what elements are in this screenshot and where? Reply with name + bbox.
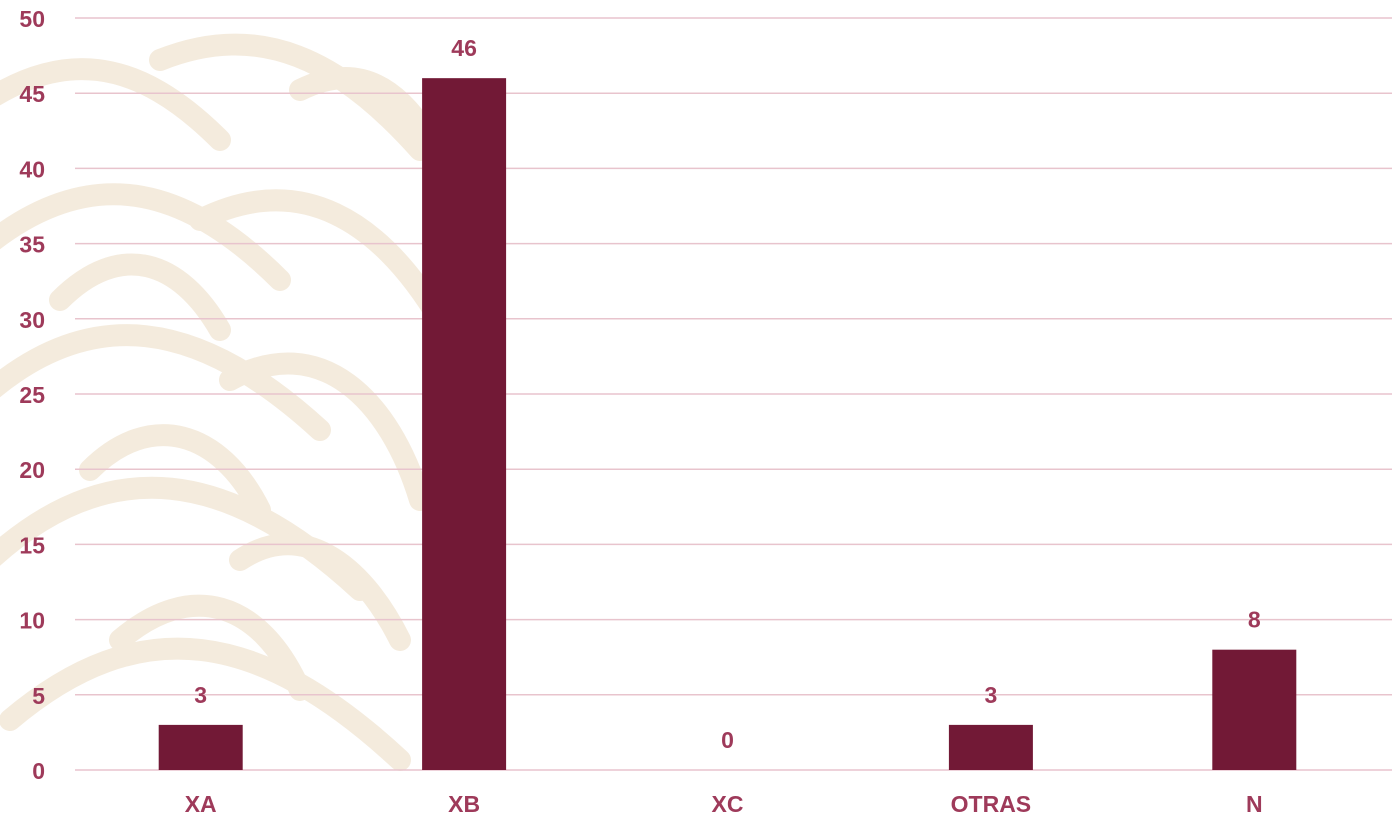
y-axis-ticks: 0 5 10 15 20 25 30 35 40 45 50	[19, 6, 45, 784]
data-label-n: 8	[1248, 607, 1261, 633]
data-label-xa: 3	[194, 682, 207, 708]
data-label-otras: 3	[985, 682, 998, 708]
bars	[158, 78, 1297, 770]
category-label-xc: XC	[712, 791, 744, 817]
category-label-n: N	[1246, 791, 1263, 817]
y-tick-label: 40	[19, 156, 45, 182]
y-tick-label: 10	[19, 608, 45, 634]
y-tick-label: 5	[32, 683, 45, 709]
y-tick-label: 45	[19, 81, 45, 107]
category-label-otras: OTRAS	[951, 791, 1032, 817]
y-tick-label: 0	[32, 758, 45, 784]
data-label-xb: 46	[451, 35, 477, 61]
data-labels: 3 46 0 3 8	[194, 35, 1261, 753]
x-axis-categories: XA XB XC OTRAS N	[185, 791, 1263, 817]
category-label-xa: XA	[185, 791, 217, 817]
y-tick-label: 35	[19, 232, 45, 258]
category-label-xb: XB	[448, 791, 480, 817]
y-tick-label: 25	[19, 382, 45, 408]
grid-lines	[75, 17, 1392, 771]
bar-otras	[948, 724, 1033, 770]
y-tick-label: 50	[19, 6, 45, 32]
data-label-xc: 0	[721, 727, 734, 753]
bar-xa	[158, 724, 243, 770]
y-tick-label: 15	[19, 532, 45, 558]
y-tick-label: 30	[19, 307, 45, 333]
bar-xb	[422, 78, 507, 770]
bar-n	[1212, 649, 1297, 770]
y-tick-label: 20	[19, 457, 45, 483]
